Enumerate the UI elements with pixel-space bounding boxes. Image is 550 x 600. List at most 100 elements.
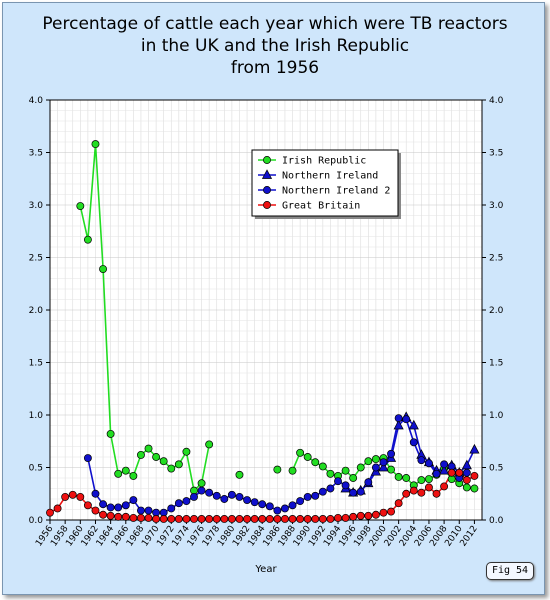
figure-number-badge: Fig 54: [486, 562, 534, 580]
data-point-0: [273, 465, 282, 474]
chart-title-line-3: from 1956: [230, 58, 320, 78]
data-point-2: [440, 460, 449, 469]
data-point-2: [311, 491, 320, 500]
data-point-3: [83, 501, 92, 510]
data-point-3: [334, 513, 342, 522]
data-point-0: [364, 457, 373, 466]
y-tick-label-left: 4.0: [29, 96, 44, 106]
data-point-3: [46, 508, 54, 517]
data-point-3: [174, 515, 183, 523]
data-point-0: [205, 440, 214, 449]
data-point-2: [197, 486, 206, 495]
y-tick-label-left: 2.0: [29, 306, 44, 316]
data-point-3: [424, 483, 433, 492]
data-point-0: [182, 447, 191, 456]
data-point-3: [455, 468, 464, 477]
y-tick-label-left: 2.5: [29, 254, 43, 264]
data-point-3: [182, 515, 191, 523]
data-point-3: [220, 515, 229, 523]
y-tick-label-right: 0.0: [489, 516, 504, 526]
data-point-0: [114, 469, 123, 478]
data-point-3: [227, 515, 236, 523]
y-tick-label-right: 4.0: [489, 96, 504, 106]
data-point-0: [129, 471, 138, 480]
data-point-2: [387, 449, 396, 458]
data-point-2: [462, 468, 471, 477]
data-point-3: [167, 515, 176, 523]
data-point-0: [424, 475, 433, 483]
data-point-3: [212, 515, 221, 523]
data-point-0: [121, 466, 130, 475]
data-point-2: [394, 414, 403, 423]
data-point-2: [296, 497, 305, 506]
y-tick-label-right: 2.0: [489, 306, 504, 316]
data-point-2: [190, 492, 198, 501]
data-point-0: [402, 474, 411, 482]
data-point-0: [470, 484, 479, 493]
data-point-2: [106, 503, 115, 512]
data-point-2: [349, 488, 358, 497]
data-point-2: [167, 504, 176, 513]
data-point-0: [99, 265, 108, 273]
data-point-2: [182, 497, 191, 506]
data-point-2: [424, 459, 433, 468]
data-point-3: [205, 515, 214, 523]
data-point-0: [311, 458, 320, 467]
data-point-0: [318, 462, 327, 471]
data-point-0: [371, 455, 380, 464]
data-point-3: [303, 515, 312, 523]
data-point-3: [402, 489, 411, 498]
data-point-3: [288, 515, 297, 523]
data-point-3: [91, 506, 100, 515]
data-point-2: [258, 500, 267, 509]
data-point-0: [296, 448, 305, 457]
data-point-2: [265, 502, 274, 511]
data-point-2: [144, 506, 153, 515]
data-point-2: [174, 499, 183, 508]
data-point-3: [296, 515, 305, 523]
data-point-2: [364, 478, 373, 487]
legend-label: Great Britain: [282, 201, 360, 212]
y-tick-label-left: 3.0: [29, 201, 44, 211]
data-point-3: [265, 515, 274, 523]
data-point-2: [121, 501, 130, 510]
data-point-3: [99, 510, 108, 519]
data-point-3: [197, 515, 206, 523]
data-point-2: [379, 458, 388, 467]
y-tick-label-left: 3.5: [29, 149, 43, 159]
legend-label: Northern Ireland: [282, 171, 378, 182]
data-point-0: [235, 470, 244, 479]
legend-label: Irish Republic: [282, 156, 366, 167]
data-point-3: [258, 515, 267, 523]
data-point-2: [227, 490, 236, 499]
data-point-0: [174, 460, 183, 469]
data-point-2: [220, 495, 229, 503]
data-point-0: [136, 450, 145, 459]
data-point-2: [334, 477, 342, 486]
data-point-3: [341, 513, 350, 522]
data-point-3: [470, 471, 479, 480]
data-point-2: [83, 454, 92, 462]
data-point-0: [394, 473, 403, 481]
data-point-3: [318, 515, 327, 523]
data-point-0: [83, 235, 92, 244]
data-point-2: [235, 492, 244, 501]
y-tick-label-right: 0.5: [489, 464, 503, 474]
data-point-3: [462, 476, 471, 485]
data-point-0: [167, 464, 176, 473]
data-point-2: [341, 481, 350, 490]
data-point-0: [159, 457, 168, 466]
y-tick-label-right: 2.5: [489, 254, 503, 264]
data-point-0: [356, 463, 365, 472]
data-point-3: [364, 511, 373, 520]
data-point-2: [273, 506, 282, 515]
y-tick-label-right: 3.0: [489, 201, 504, 211]
data-point-3: [371, 510, 380, 519]
data-point-3: [432, 489, 441, 498]
data-point-3: [409, 486, 418, 495]
data-point-0: [387, 465, 396, 474]
y-tick-label-right: 3.5: [489, 149, 503, 159]
data-point-0: [349, 474, 358, 482]
y-tick-label-left: 1.0: [29, 411, 44, 421]
data-point-2: [250, 498, 259, 507]
